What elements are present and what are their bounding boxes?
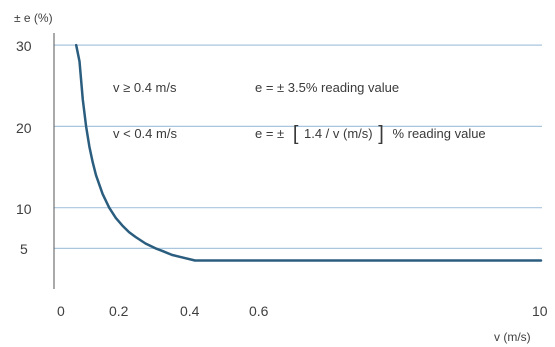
x-axis-title: v (m/s): [494, 330, 531, 344]
annotation-condition-high: v ≥ 0.4 m/s: [113, 80, 177, 95]
y-tick-label-20: 20: [16, 120, 32, 136]
y-axis-title: ± e (%): [14, 11, 53, 25]
formula-suffix: % reading value: [392, 126, 485, 141]
y-tick-label-30: 30: [16, 38, 32, 54]
formula-bracket-close: ]: [378, 123, 384, 145]
annotation-condition-low: v < 0.4 m/s: [113, 126, 177, 141]
x-tick-label-0.6: 0.6: [249, 303, 269, 319]
x-tick-labels: 0 0.2 0.4 0.6 10: [57, 303, 548, 319]
y-tick-label-5: 5: [20, 241, 28, 257]
annotation-formula-low: e = ± [ 1.4 / v (m/s) ] % reading value: [255, 123, 486, 145]
series-line-0: [74, 43, 543, 262]
x-tick-label-0.4: 0.4: [180, 303, 200, 319]
series-layer: [74, 43, 543, 262]
formula-inner: 1.4 / v (m/s): [304, 126, 373, 141]
formula-bracket-open: [: [293, 123, 299, 145]
y-tick-labels: 30 20 10 5: [16, 38, 32, 257]
x-tick-label-0.2: 0.2: [109, 303, 129, 319]
annotation-high-velocity: v ≥ 0.4 m/s e = ± 3.5% reading value: [113, 80, 399, 95]
annotation-formula-high: e = ± 3.5% reading value: [255, 80, 399, 95]
formula-prefix: e = ±: [255, 126, 284, 141]
x-tick-label-0: 0: [57, 303, 65, 319]
gridlines: [54, 44, 542, 249]
annotation-low-velocity: v < 0.4 m/s e = ± [ 1.4 / v (m/s) ] % re…: [113, 123, 486, 145]
x-tick-label-10: 10: [532, 303, 548, 319]
y-tick-label-10: 10: [16, 201, 32, 217]
